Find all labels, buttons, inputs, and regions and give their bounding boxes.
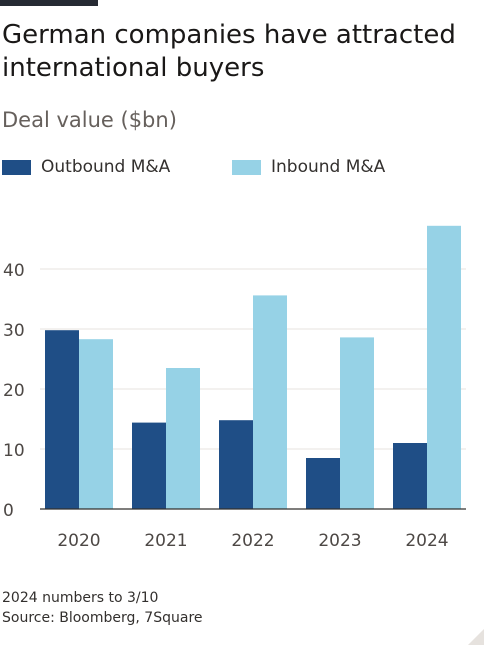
source-note: Source: Bloomberg, 7Square — [2, 610, 203, 626]
legend-item-outbound: Outbound M&A — [2, 157, 170, 177]
y-tick-label: 0 — [3, 501, 14, 521]
x-tick-label: 2022 — [231, 531, 274, 551]
footnote: 2024 numbers to 3/10 — [2, 590, 159, 606]
bar-outbound — [306, 458, 340, 509]
chart-title: German companies have attracted internat… — [2, 20, 456, 83]
y-tick-label: 40 — [3, 261, 25, 281]
bar-inbound — [253, 295, 287, 509]
y-tick-label: 10 — [3, 441, 25, 461]
x-tick-label: 2020 — [57, 531, 100, 551]
legend-item-inbound: Inbound M&A — [232, 157, 385, 177]
legend-swatch-inbound — [232, 159, 261, 175]
bar-outbound — [45, 330, 79, 509]
x-tick-label: 2021 — [144, 531, 187, 551]
x-tick-label: 2023 — [318, 531, 361, 551]
legend-label-inbound: Inbound M&A — [271, 157, 386, 177]
y-tick-label: 20 — [3, 381, 25, 401]
bar-inbound — [166, 368, 200, 509]
bar-outbound — [219, 420, 253, 509]
legend-label-outbound: Outbound M&A — [41, 157, 171, 177]
bar-inbound — [340, 337, 374, 509]
legend: Outbound M&A Inbound M&A — [2, 157, 482, 179]
brand-bar — [0, 0, 98, 6]
corner-fold-icon — [468, 629, 484, 645]
bar-inbound — [427, 225, 461, 510]
bar-outbound — [132, 422, 166, 509]
legend-swatch-outbound — [2, 159, 31, 175]
footer: 2024 numbers to 3/10 Source: Bloomberg, … — [2, 588, 203, 628]
chart-subtitle: Deal value ($bn) — [2, 108, 177, 132]
x-tick-label: 2024 — [405, 531, 448, 551]
bar-outbound — [393, 443, 427, 509]
bar-chart: 0 10 20 30 40 2020 2021 2022 2023 2024 — [3, 225, 466, 551]
y-tick-label: 30 — [3, 321, 25, 341]
bar-inbound — [79, 339, 113, 509]
